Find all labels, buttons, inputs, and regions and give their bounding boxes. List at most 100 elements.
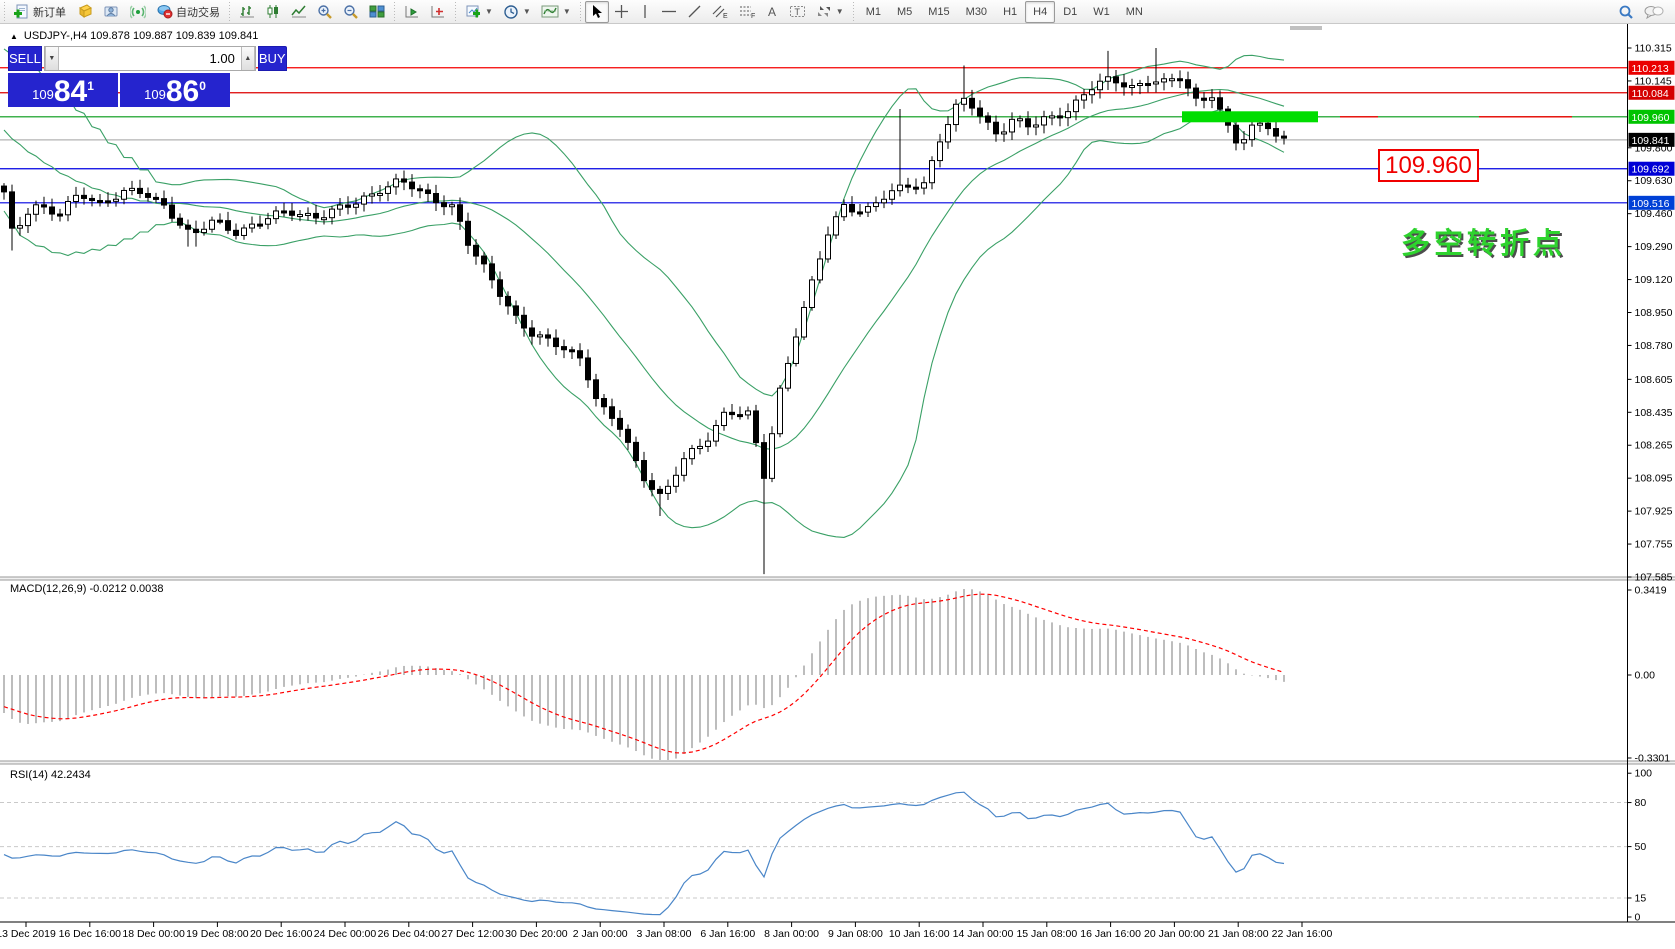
candle-body (1233, 124, 1239, 144)
candle-body (177, 217, 183, 226)
candle-body (305, 212, 311, 216)
tile-windows-button[interactable] (364, 1, 390, 23)
auto-scroll-button[interactable] (399, 1, 425, 23)
volume-increase-button[interactable]: ▲ (240, 47, 255, 70)
price-marker-label: 109.516 (1632, 198, 1670, 210)
trendline-tool-button[interactable] (682, 1, 707, 23)
arrows-tool-button[interactable]: ▼ (811, 1, 849, 23)
text-label-tool-button[interactable]: T (784, 1, 811, 23)
buy-price-pips: 86 (165, 75, 200, 108)
pane-separator[interactable] (0, 761, 1675, 764)
sell-button[interactable]: SELL (8, 46, 42, 71)
market-watch-button[interactable] (71, 1, 98, 23)
new-order-icon (14, 4, 28, 18)
timeframe-h4-button[interactable]: H4 (1025, 0, 1056, 23)
timeframe-w1-button[interactable]: W1 (1093, 5, 1110, 18)
signal-button[interactable] (125, 1, 151, 23)
price-marker-109.516 (1628, 195, 1675, 210)
horizontal-line-tool-button[interactable] (656, 1, 682, 23)
price-annotation-box[interactable]: 109.960 (1378, 149, 1479, 182)
timeframe-m30-button[interactable]: M30 (965, 5, 988, 18)
pane-separator[interactable] (0, 577, 1675, 580)
candle-body (489, 263, 495, 281)
zoom-in-icon (318, 4, 332, 19)
timeframe-d1-button[interactable]: D1 (1063, 5, 1078, 18)
timeframe-h1-button[interactable]: H1 (1003, 5, 1018, 18)
price-tick-label: 108.950 (1635, 307, 1673, 319)
candle-body (585, 357, 591, 381)
candle-body (401, 178, 407, 183)
equidistant-channel-tool-button[interactable]: E (707, 1, 734, 23)
candle-body (137, 187, 143, 195)
candle-body (1097, 80, 1103, 91)
vertical-line-tool-button[interactable] (634, 1, 656, 23)
search-button[interactable] (1613, 1, 1639, 23)
new-chart-button[interactable]: ▼ (460, 1, 498, 23)
toolbar-separator (453, 1, 458, 22)
candle-body (369, 193, 375, 197)
crosshair-tool-button[interactable] (609, 1, 634, 23)
candle-body (185, 224, 191, 230)
timeframe-mn-button[interactable]: MN (1125, 5, 1143, 18)
timeframe-group: M1 M5 M15 M30 H1 H4 D1 W1 MN (858, 0, 1151, 23)
volume-stepper: ▼ ▲ (43, 46, 256, 71)
zoom-out-button[interactable] (338, 1, 364, 23)
chinese-note-text[interactable]: 多空转折点 (1401, 228, 1567, 260)
candle-chart-mode-button[interactable] (260, 1, 286, 23)
bollinger-band-m (3, 88, 1285, 450)
candle-body (129, 187, 135, 191)
candle-body (313, 212, 319, 219)
periods-button[interactable]: ▼ (498, 1, 536, 23)
candle-body (1073, 99, 1079, 113)
bar-chart-mode-button[interactable] (234, 1, 260, 23)
buy-price-point: 0 (199, 79, 206, 93)
chart-scrollbar-thumb[interactable] (1290, 26, 1322, 30)
buy-button[interactable]: BUY (257, 46, 287, 71)
candle-body (1081, 94, 1087, 101)
candle-body (633, 441, 639, 462)
volume-input[interactable] (58, 47, 241, 70)
autotrading-button[interactable]: 自动交易 (151, 1, 225, 23)
text-tool-button[interactable]: A (761, 1, 784, 23)
candle-body (1217, 97, 1223, 110)
new-order-button[interactable]: 新订单 (9, 1, 71, 23)
candle-body (105, 200, 111, 204)
buy-price-display[interactable]: 109 86 0 (120, 73, 230, 107)
candle-body (1185, 79, 1191, 89)
candle-body (1241, 139, 1247, 144)
volume-decrease-button[interactable]: ▼ (44, 47, 59, 70)
candle-body (857, 211, 863, 215)
green-trend-bar[interactable] (1182, 111, 1318, 123)
line-chart-mode-button[interactable] (286, 1, 312, 23)
candle-body (1049, 115, 1055, 119)
candle-body (1145, 83, 1151, 87)
chart-canvas[interactable]: 110.315110.145109.800109.630109.460109.2… (0, 24, 1675, 949)
price-marker-label: 110.213 (1632, 63, 1669, 75)
rsi-line (3, 791, 1285, 916)
price-tick-label: 109.460 (1635, 208, 1673, 220)
candle-body (145, 193, 151, 198)
zoom-in-button[interactable] (312, 1, 338, 23)
data-window-button[interactable] (98, 1, 125, 23)
timeframe-m15-button[interactable]: M15 (928, 5, 950, 18)
candle-body (625, 428, 631, 443)
chart-shift-button[interactable] (425, 1, 451, 23)
collapse-panel-icon[interactable]: ▲ (10, 31, 18, 41)
indicators-button[interactable]: ▼ (536, 1, 576, 23)
timeframe-m5-button[interactable]: M5 (896, 5, 913, 18)
equidistant-channel-icon: E (712, 5, 728, 19)
chat-button[interactable] (1639, 1, 1669, 23)
fibonacci-tool-button[interactable]: F (734, 1, 761, 23)
candle-body (273, 210, 279, 220)
toolbar-separator (392, 1, 397, 22)
svg-text:E: E (723, 13, 728, 19)
candle-body (577, 350, 583, 359)
text-label-icon: T (789, 6, 805, 17)
sell-price-display[interactable]: 109 84 1 (8, 73, 118, 107)
timeframe-m1-button[interactable]: M1 (865, 5, 881, 18)
svg-text:T: T (794, 7, 800, 17)
candle-body (825, 234, 831, 260)
cursor-tool-button[interactable] (584, 0, 609, 23)
time-axis-label: 16 Dec 16:00 (59, 928, 122, 940)
chart-window[interactable]: 110.315 110.145 109.800 109.630 109.460 109.2… (0, 24, 1675, 949)
